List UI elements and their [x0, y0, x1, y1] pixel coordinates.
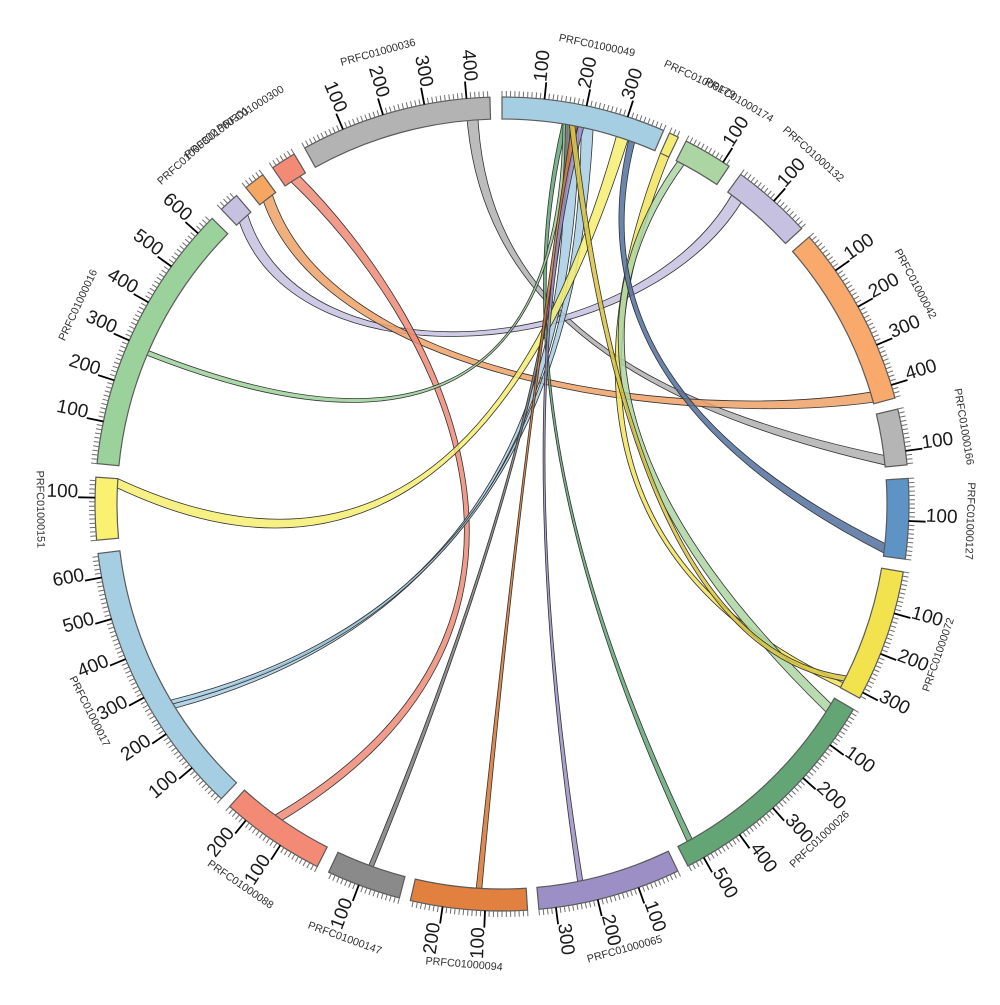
svg-text:100: 100: [467, 927, 489, 960]
svg-text:100: 100: [920, 429, 954, 454]
svg-text:100: 100: [46, 481, 78, 502]
svg-text:400: 400: [457, 49, 481, 82]
svg-text:100: 100: [530, 49, 554, 83]
svg-text:PRFC01000127: PRFC01000127: [962, 482, 977, 560]
svg-text:PRFC01000151: PRFC01000151: [34, 471, 47, 549]
svg-text:100: 100: [925, 506, 958, 528]
svg-text:200: 200: [420, 921, 445, 955]
svg-text:300: 300: [553, 922, 578, 956]
